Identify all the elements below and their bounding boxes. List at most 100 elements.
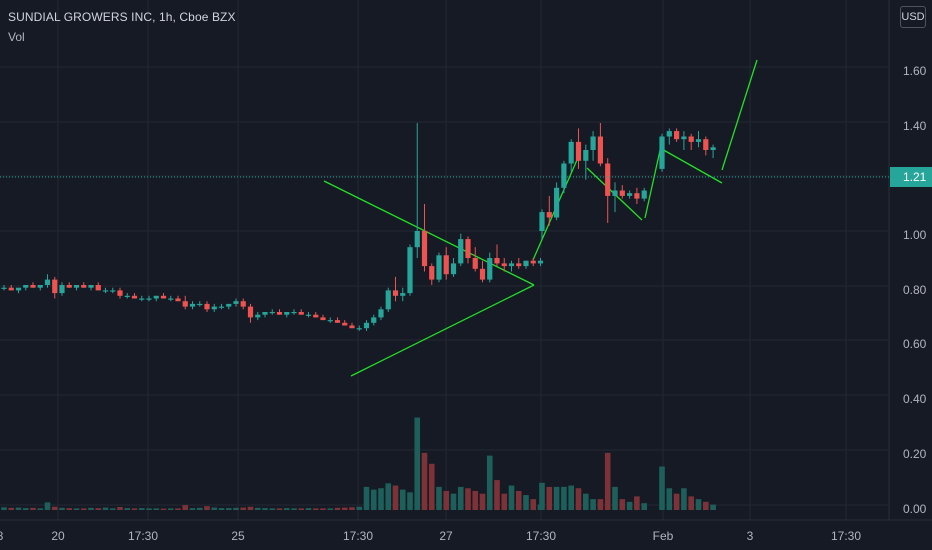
candle-body [710, 147, 716, 150]
volume-bar [211, 507, 218, 510]
time-tick-label: 17:30 [343, 529, 373, 543]
volume-bar [494, 480, 500, 510]
candle-body [269, 312, 275, 314]
price-axis[interactable]: 1.60 1.40 1.21 1.00 0.80 0.60 0.40 0.20 0.00 [890, 64, 932, 516]
time-axis[interactable]: 20 17:30 25 17:30 27 17:30 Feb 3 17:30 8 [0, 529, 861, 543]
volume-bar [102, 507, 109, 510]
candle-body [568, 141, 574, 164]
volume-bar [443, 490, 450, 510]
candle-body [554, 187, 560, 218]
volume-bar [530, 499, 537, 510]
volume-bar [8, 507, 15, 510]
volume-bar [612, 486, 618, 510]
candle-body [175, 298, 181, 302]
volume-bar [254, 507, 261, 510]
volume-bar [703, 501, 709, 510]
volume-bar [421, 452, 428, 510]
time-tick-label: 17:30 [128, 529, 158, 543]
volume-bar [73, 508, 80, 510]
candle-body [443, 255, 449, 275]
volume-bar [124, 508, 131, 510]
candle-body [95, 285, 101, 291]
candle-body [681, 136, 687, 140]
candle-body [320, 317, 326, 321]
volume-bar [604, 452, 611, 510]
candle-body [327, 320, 333, 322]
currency-button[interactable]: USD [900, 6, 926, 28]
volume-bar [590, 499, 596, 510]
candle-body [450, 263, 457, 275]
candle-body [189, 303, 196, 307]
candle-body [255, 314, 261, 318]
candle-body [23, 285, 29, 288]
volume-bar [457, 486, 464, 510]
volume-bar [312, 508, 319, 510]
candle-body [211, 306, 217, 310]
price-tick-label: 0.80 [903, 283, 927, 297]
candle-body [479, 268, 486, 280]
volume-bar [51, 506, 58, 510]
candle-body [204, 303, 210, 310]
volume-bar [204, 506, 210, 510]
volume-bar [508, 485, 515, 510]
volume-bar [681, 488, 687, 510]
volume-bar [269, 508, 276, 510]
candle-body [160, 295, 167, 299]
volume-bar [465, 488, 471, 510]
volume-bar [553, 486, 560, 510]
candle-body [262, 312, 268, 315]
candle-body [334, 320, 341, 323]
volume-bar [291, 508, 297, 510]
volume-bar [276, 508, 283, 510]
time-tick-label: 8 [0, 529, 4, 543]
candle-body [52, 279, 58, 294]
volume-bar [109, 508, 116, 510]
volume-bar [619, 499, 626, 510]
volume-bar [1, 507, 7, 510]
price-tick-label: 1.40 [903, 119, 927, 133]
candle-body [247, 306, 254, 318]
volume-bar [546, 486, 553, 510]
candle-body [501, 263, 507, 267]
candle-body [385, 290, 391, 310]
candle-body [182, 301, 188, 307]
candle-body [168, 298, 174, 300]
volume-bar [305, 508, 312, 510]
candle-body [508, 263, 515, 267]
candle-body [110, 290, 116, 292]
flag-rise-trendline [644, 145, 662, 219]
candle-body [546, 212, 552, 218]
volume-bar [641, 503, 647, 510]
volume-bar [710, 504, 716, 510]
symbol-title[interactable]: SUNDIAL GROWERS INC, 1h, Cboe BZX [8, 10, 236, 24]
volume-bar [153, 508, 160, 510]
volume-bar [479, 493, 486, 510]
volume-bar [138, 508, 145, 510]
time-tick-label: 25 [231, 529, 245, 543]
time-tick-label: 27 [439, 529, 453, 543]
volume-bar [283, 508, 290, 510]
volume-bar [95, 508, 102, 510]
volume-bar [320, 508, 326, 510]
candle-body [8, 287, 14, 291]
volume-bar [392, 485, 399, 510]
candle-body [539, 212, 545, 231]
volume-bar [182, 505, 189, 510]
volume-indicator-label[interactable]: Vol [8, 30, 25, 44]
candle-body [102, 290, 109, 292]
price-tick-label: 0.00 [903, 502, 927, 516]
candle-body [81, 285, 87, 288]
volume-bar [22, 508, 29, 510]
candle-body [124, 295, 130, 297]
volume-bar [15, 507, 22, 510]
volume-bar [327, 508, 334, 510]
volume-bar [486, 455, 493, 510]
volume-bar [262, 508, 268, 510]
time-tick-label: 3 [747, 529, 754, 543]
volume-bar [59, 507, 65, 510]
volume-bar [356, 506, 363, 510]
volume-bar [349, 507, 355, 510]
candle-body [363, 322, 370, 329]
volume-bar [44, 502, 51, 510]
